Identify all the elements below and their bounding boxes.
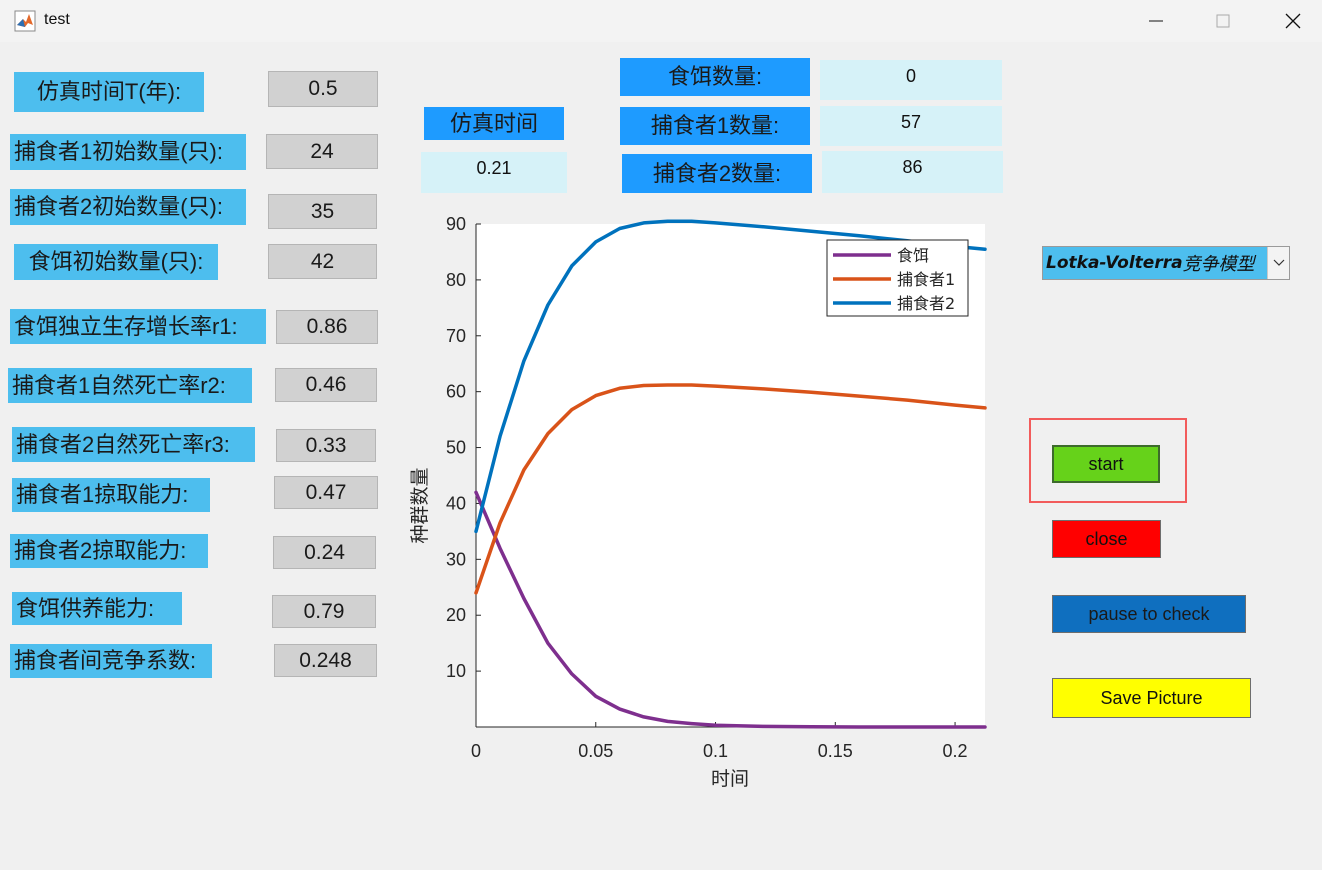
y-tick-label: 50 — [446, 438, 466, 458]
param-input-sim-time[interactable]: 0.5 — [268, 71, 378, 107]
title-bar: test — [0, 0, 1322, 42]
param-input-r1[interactable]: 0.86 — [276, 310, 378, 344]
param-label-r2: 捕食者1自然死亡率r2: — [8, 368, 252, 403]
y-tick-label: 20 — [446, 605, 466, 625]
close-button[interactable]: close — [1052, 520, 1161, 558]
param-label-pred2-capture: 捕食者2掠取能力: — [10, 534, 208, 568]
param-input-prey-capacity[interactable]: 0.79 — [272, 595, 376, 628]
param-label-pred1-capture: 捕食者1掠取能力: — [12, 478, 210, 512]
param-label-r1: 食饵独立生存增长率r1: — [10, 309, 266, 344]
close-icon — [1285, 13, 1301, 29]
y-tick-label: 90 — [446, 214, 466, 234]
param-input-pred1-init[interactable]: 24 — [266, 134, 378, 169]
pred1-count-value: 57 — [820, 106, 1002, 146]
param-label-prey-capacity: 食饵供养能力: — [12, 592, 182, 625]
model-dropdown-name: Lotka-Volterra — [1046, 253, 1183, 273]
param-input-pred2-capture[interactable]: 0.24 — [273, 536, 376, 569]
series-line-1 — [474, 383, 987, 595]
model-dropdown-suffix: 竞争模型 — [1182, 254, 1255, 275]
x-tick-label: 0.05 — [578, 741, 613, 761]
param-input-competition[interactable]: 0.248 — [274, 644, 377, 677]
y-tick-label: 70 — [446, 326, 466, 346]
pred2-count-label: 捕食者2数量: — [622, 154, 812, 193]
param-input-pred2-init[interactable]: 35 — [268, 194, 377, 229]
prey-count-value: 0 — [820, 60, 1002, 100]
y-tick-label: 30 — [446, 549, 466, 569]
chevron-down-icon[interactable] — [1267, 247, 1289, 279]
param-label-r3: 捕食者2自然死亡率r3: — [12, 427, 255, 462]
x-tick-label: 0.2 — [943, 741, 968, 761]
save-picture-button[interactable]: Save Picture — [1052, 678, 1251, 718]
param-label-competition: 捕食者间竞争系数: — [10, 644, 212, 678]
param-input-prey-init[interactable]: 42 — [268, 244, 377, 279]
x-tick-label: 0 — [471, 741, 481, 761]
sim-time-value: 0.21 — [421, 152, 567, 193]
y-tick-label: 80 — [446, 270, 466, 290]
sim-time-label: 仿真时间 — [424, 107, 564, 140]
pause-button[interactable]: pause to check — [1052, 595, 1246, 633]
maximize-icon — [1216, 14, 1230, 28]
prey-count-label: 食饵数量: — [620, 58, 810, 96]
y-tick-label: 60 — [446, 382, 466, 402]
pred1-count-label: 捕食者1数量: — [620, 107, 810, 145]
start-highlight-box — [1029, 418, 1187, 503]
maximize-button[interactable] — [1200, 6, 1246, 36]
model-dropdown[interactable]: Lotka-Volterra 竞争模型 — [1042, 246, 1290, 280]
legend-label-1: 捕食者1 — [897, 270, 955, 289]
y-tick-label: 40 — [446, 493, 466, 513]
legend-label-0: 食饵 — [897, 246, 929, 265]
param-label-sim-time: 仿真时间T(年): — [14, 72, 204, 112]
matlab-app-icon — [14, 10, 36, 32]
series-line-0 — [474, 490, 987, 729]
y-axis-label: 种群数量 — [409, 467, 431, 543]
param-input-r3[interactable]: 0.33 — [276, 429, 376, 462]
window-title: test — [44, 11, 70, 28]
minimize-icon — [1149, 20, 1163, 22]
param-input-r2[interactable]: 0.46 — [275, 368, 377, 402]
param-label-prey-init: 食饵初始数量(只): — [14, 244, 218, 280]
x-tick-label: 0.1 — [703, 741, 728, 761]
param-label-pred1-init: 捕食者1初始数量(只): — [10, 134, 246, 170]
x-axis-label: 时间 — [711, 768, 749, 790]
pred2-count-value: 86 — [822, 151, 1003, 193]
start-button[interactable]: start — [1052, 445, 1160, 483]
minimize-button[interactable] — [1133, 6, 1179, 36]
close-window-button[interactable] — [1270, 6, 1316, 36]
param-input-pred1-capture[interactable]: 0.47 — [274, 476, 378, 509]
legend-label-2: 捕食者2 — [897, 294, 955, 313]
series-line-2 — [474, 219, 987, 534]
y-tick-label: 10 — [446, 661, 466, 681]
x-tick-label: 0.15 — [818, 741, 853, 761]
param-label-pred2-init: 捕食者2初始数量(只): — [10, 189, 246, 225]
